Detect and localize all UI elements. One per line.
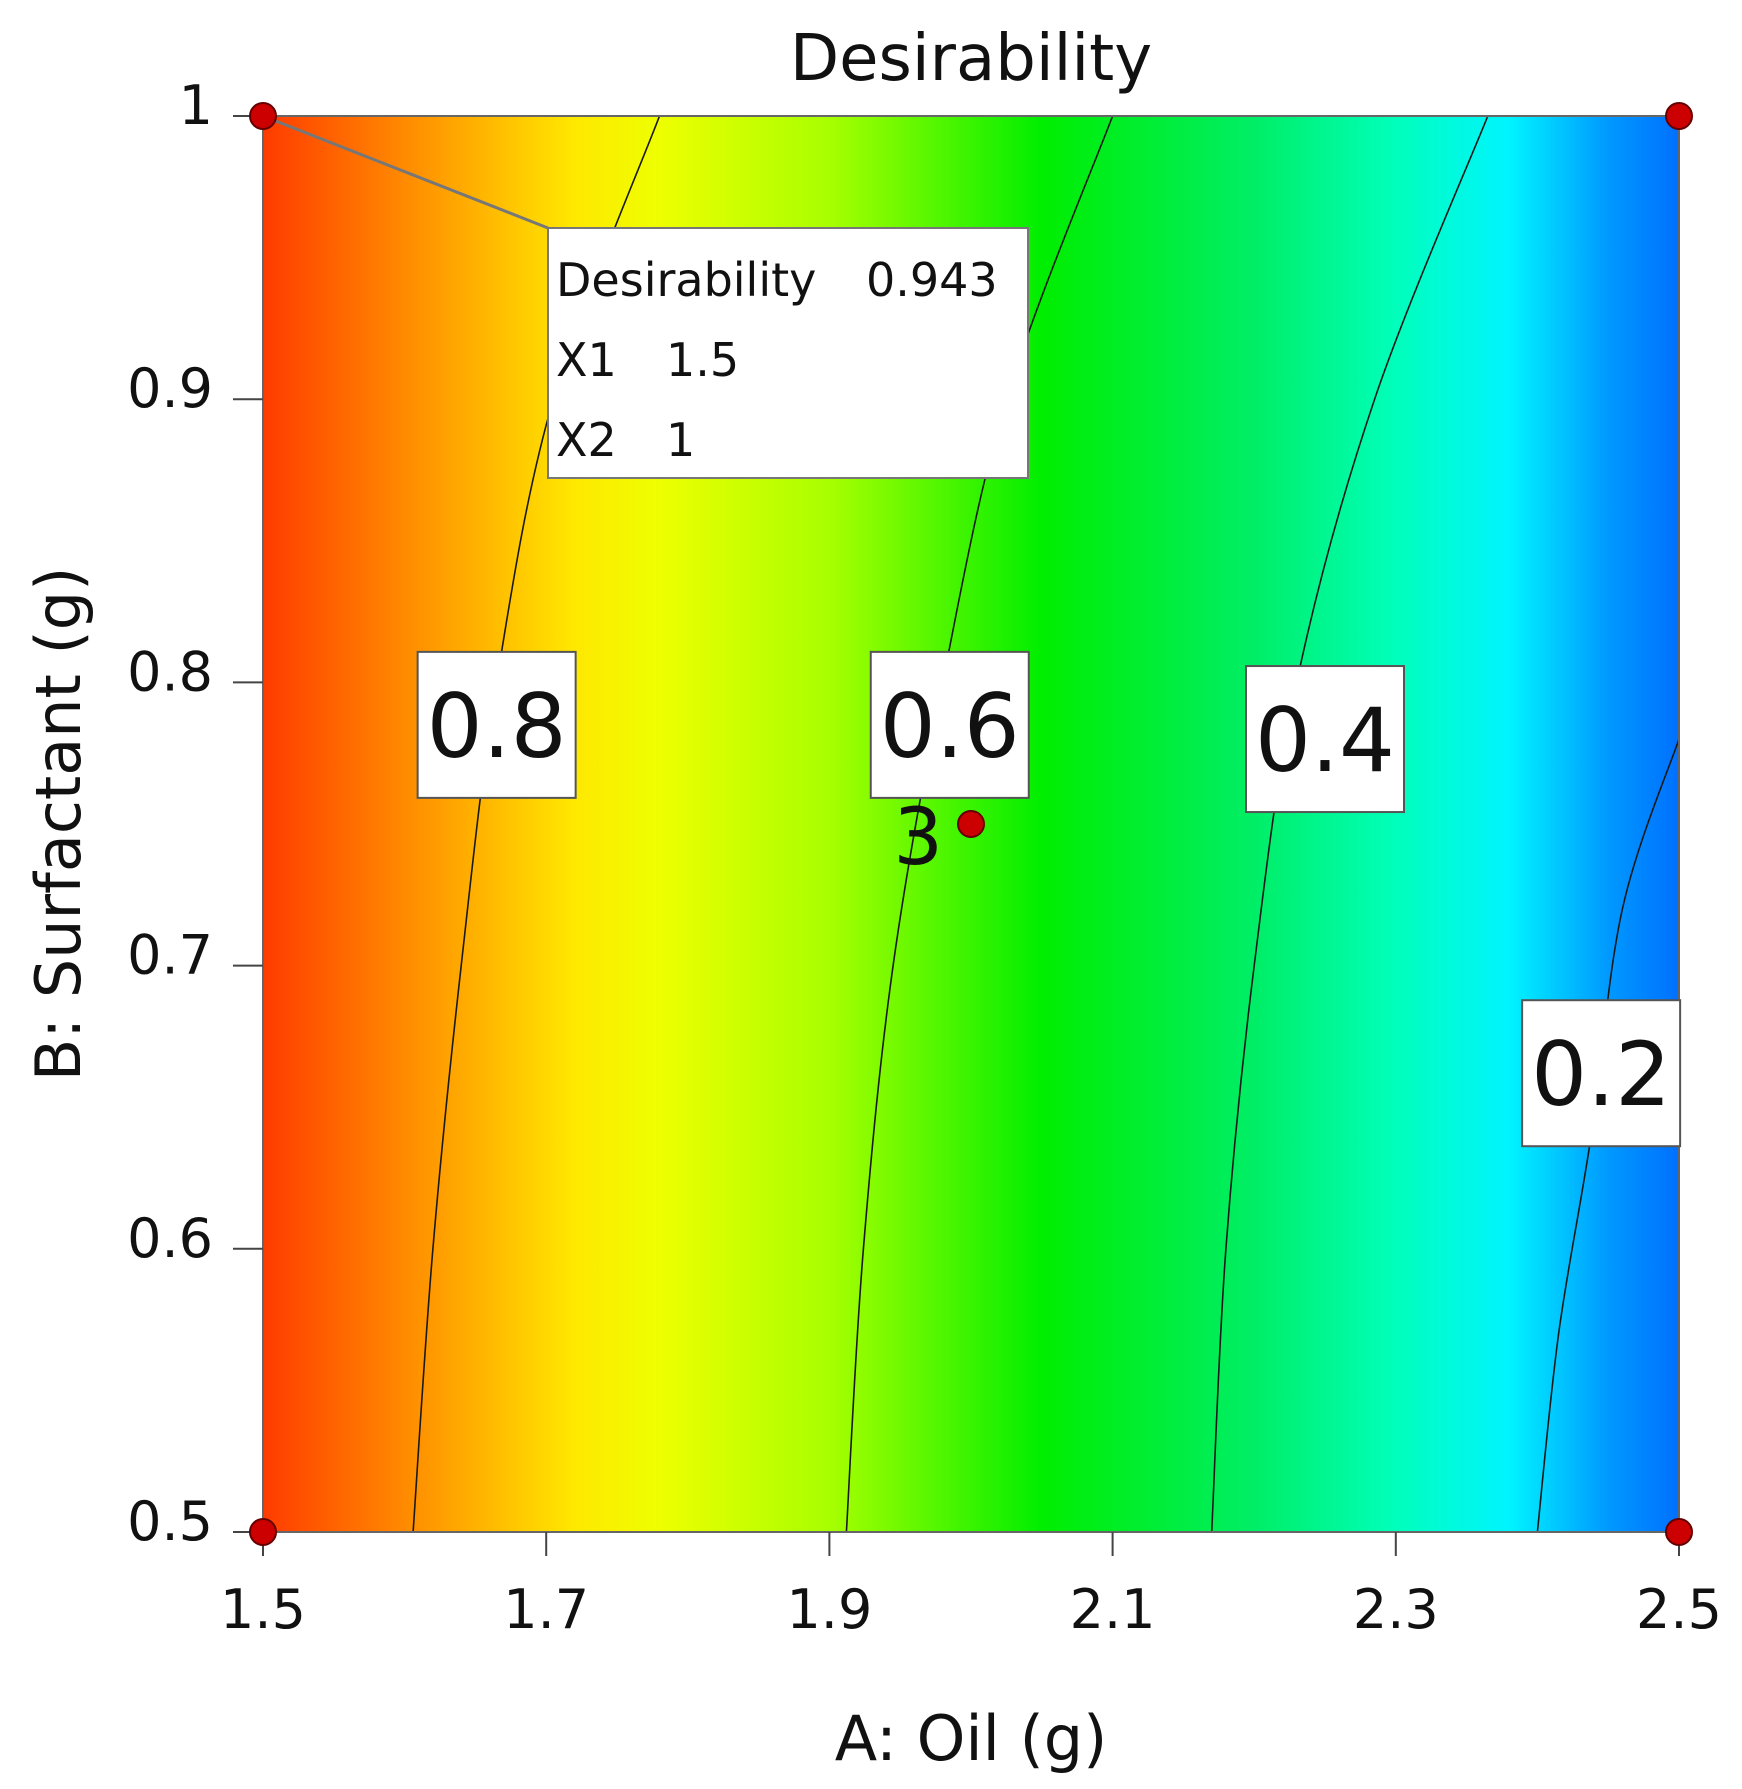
x-axis-title: A: Oil (g) <box>835 1702 1108 1775</box>
y-tick-label: 0.5 <box>127 1490 213 1553</box>
y-tick-label: 0.6 <box>127 1207 213 1270</box>
design-point <box>1665 1518 1693 1546</box>
callout-value: 1 <box>666 413 695 467</box>
callout-box <box>547 227 1029 479</box>
design-point <box>1665 102 1693 130</box>
contour-label-box <box>1521 999 1682 1148</box>
callout-value: 0.943 <box>866 253 998 307</box>
contour-label: 0.8 <box>427 675 567 778</box>
x-tick-label: 1.5 <box>220 1578 306 1641</box>
chart-title: Desirability <box>790 22 1152 96</box>
x-tick-label: 2.3 <box>1353 1578 1439 1641</box>
contour-label-box <box>869 650 1030 799</box>
y-axis-title: B: Surfactant (g) <box>22 567 95 1082</box>
contour-labels: 0.8 0.6 0.4 0.2 <box>416 650 1682 1148</box>
y-axis: 0.5 0.6 0.7 0.8 0.9 1 <box>127 74 263 1553</box>
callout-leader <box>262 114 549 230</box>
y-tick-label: 0.7 <box>127 924 213 987</box>
y-tick-label: 0.9 <box>127 357 213 420</box>
callout-name: Desirability <box>556 253 816 307</box>
design-points: 3 <box>249 102 1693 1546</box>
callout: Desirability 0.943 X1 1.5 X2 1 <box>262 114 1029 479</box>
contour-label: 0.2 <box>1531 1023 1671 1126</box>
design-point <box>957 810 985 838</box>
callout-value: 1.5 <box>666 333 739 387</box>
callout-name: X2 <box>556 413 617 467</box>
x-axis: 1.5 1.7 1.9 2.1 2.3 2.5 <box>220 1532 1722 1641</box>
design-point-count: 3 <box>893 793 943 883</box>
x-tick-label: 2.5 <box>1636 1578 1722 1641</box>
y-tick-label: 1 <box>179 74 213 137</box>
contour-label: 0.4 <box>1255 689 1395 792</box>
callout-name: X1 <box>556 333 617 387</box>
x-tick-label: 1.7 <box>503 1578 589 1641</box>
x-tick-label: 2.1 <box>1070 1578 1156 1641</box>
x-tick-label: 1.9 <box>786 1578 872 1641</box>
y-tick-label: 0.8 <box>127 640 213 703</box>
contour-label: 0.6 <box>880 675 1020 778</box>
plot-border <box>262 115 1680 1533</box>
contour-label-box <box>1245 665 1405 814</box>
contour-label-box <box>416 650 577 799</box>
design-point <box>249 102 277 130</box>
design-point <box>249 1518 277 1546</box>
